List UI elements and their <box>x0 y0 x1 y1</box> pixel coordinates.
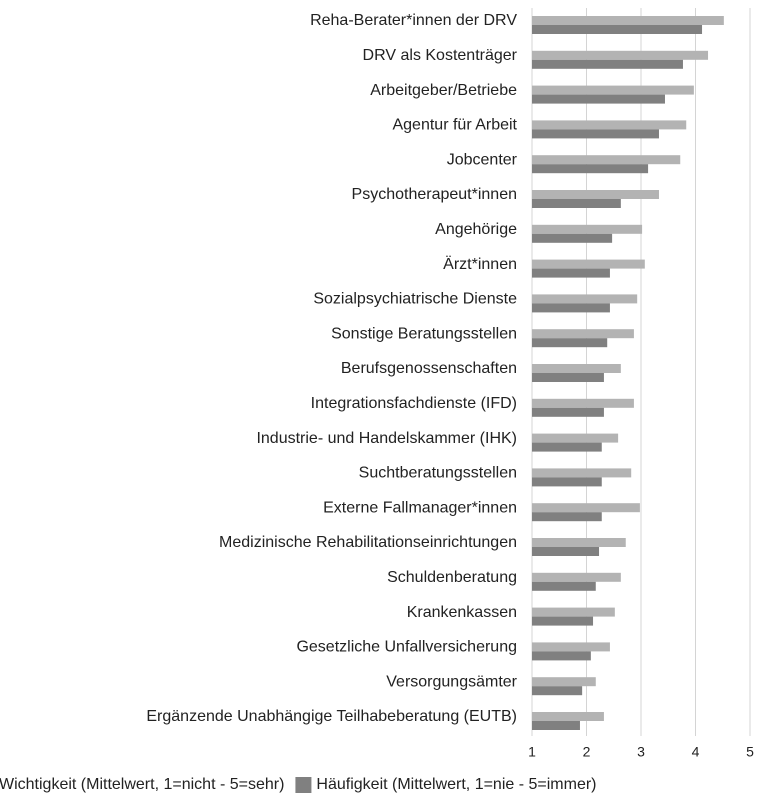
bar <box>532 572 621 582</box>
bar <box>532 364 621 373</box>
bar <box>532 85 694 95</box>
bar <box>532 268 610 278</box>
y-tick-label: Angehörige <box>435 221 517 238</box>
bar <box>532 468 632 478</box>
bar <box>532 538 626 547</box>
bar <box>532 233 613 243</box>
bar <box>532 25 703 34</box>
bar <box>532 581 596 591</box>
bar <box>532 155 681 165</box>
y-tick-label: Psychotherapeut*innen <box>352 186 517 203</box>
y-tick-label: Integrationsfachdienste (IFD) <box>311 395 517 412</box>
y-tick-label: Industrie- und Handelskammer (IHK) <box>256 430 517 447</box>
y-tick-label: Sonstige Beratungsstellen <box>331 325 517 342</box>
bar <box>532 199 621 208</box>
bar <box>532 477 602 487</box>
y-tick-label: Ärzt*innen <box>443 255 517 273</box>
y-tick-label: Medizinische Rehabilitationseinrichtunge… <box>219 534 517 551</box>
y-tick-label: Versorgungsämter <box>386 673 517 690</box>
y-tick-label: Sozialpsychiatrische Dienste <box>313 291 517 308</box>
bar <box>532 503 640 513</box>
bar <box>532 433 619 443</box>
bar <box>532 120 687 130</box>
bar <box>532 721 580 730</box>
bar <box>532 190 659 199</box>
bar <box>532 259 645 269</box>
bar <box>532 338 608 348</box>
y-tick-label: DRV als Kostenträger <box>363 47 518 64</box>
bar <box>532 442 602 452</box>
y-tick-label: Ergänzende Unabhängige Teilhabeberatung … <box>146 708 517 725</box>
y-tick-label: Berufsgenossenschaften <box>341 360 517 377</box>
bar <box>532 50 709 60</box>
y-tick-label: Schuldenberatung <box>387 569 517 586</box>
legend-label: Häufigkeit (Mittelwert, 1=nie - 5=immer) <box>316 776 596 793</box>
bar <box>532 294 638 304</box>
y-tick-label: Suchtberatungsstellen <box>359 465 517 482</box>
x-tick-label: 3 <box>637 744 645 760</box>
bar <box>532 407 604 417</box>
x-tick-label: 2 <box>583 744 591 760</box>
bar <box>532 651 591 661</box>
bar <box>532 686 583 696</box>
bar <box>532 642 610 652</box>
legend-label: Wichtigkeit (Mittelwert, 1=nicht - 5=seh… <box>0 776 284 793</box>
x-tick-label: 1 <box>528 744 536 760</box>
x-tick-label: 4 <box>692 744 700 760</box>
y-tick-label: Gesetzliche Unfallversicherung <box>296 639 517 656</box>
y-tick-label: Krankenkassen <box>407 604 517 621</box>
y-tick-label: Reha-Berater*innen der DRV <box>310 12 517 29</box>
bar <box>532 164 649 174</box>
bar <box>532 303 610 313</box>
bar <box>532 329 634 339</box>
bar <box>532 398 634 408</box>
bar <box>532 59 683 69</box>
legend-swatch <box>295 777 312 793</box>
bar <box>532 512 602 522</box>
bar <box>532 94 665 104</box>
y-tick-label: Arbeitgeber/Betriebe <box>370 82 517 99</box>
bar <box>532 616 594 626</box>
bar <box>532 677 596 687</box>
bar <box>532 16 724 25</box>
bar <box>532 712 604 721</box>
y-tick-label: Agentur für Arbeit <box>392 117 517 134</box>
bar <box>532 547 600 556</box>
bar <box>532 373 604 382</box>
y-tick-label: Jobcenter <box>447 151 518 168</box>
bar <box>532 224 643 234</box>
y-tick-label: Externe Fallmanager*innen <box>323 499 517 516</box>
bar <box>532 129 659 139</box>
x-tick-label: 5 <box>746 744 754 760</box>
bar <box>532 607 615 617</box>
